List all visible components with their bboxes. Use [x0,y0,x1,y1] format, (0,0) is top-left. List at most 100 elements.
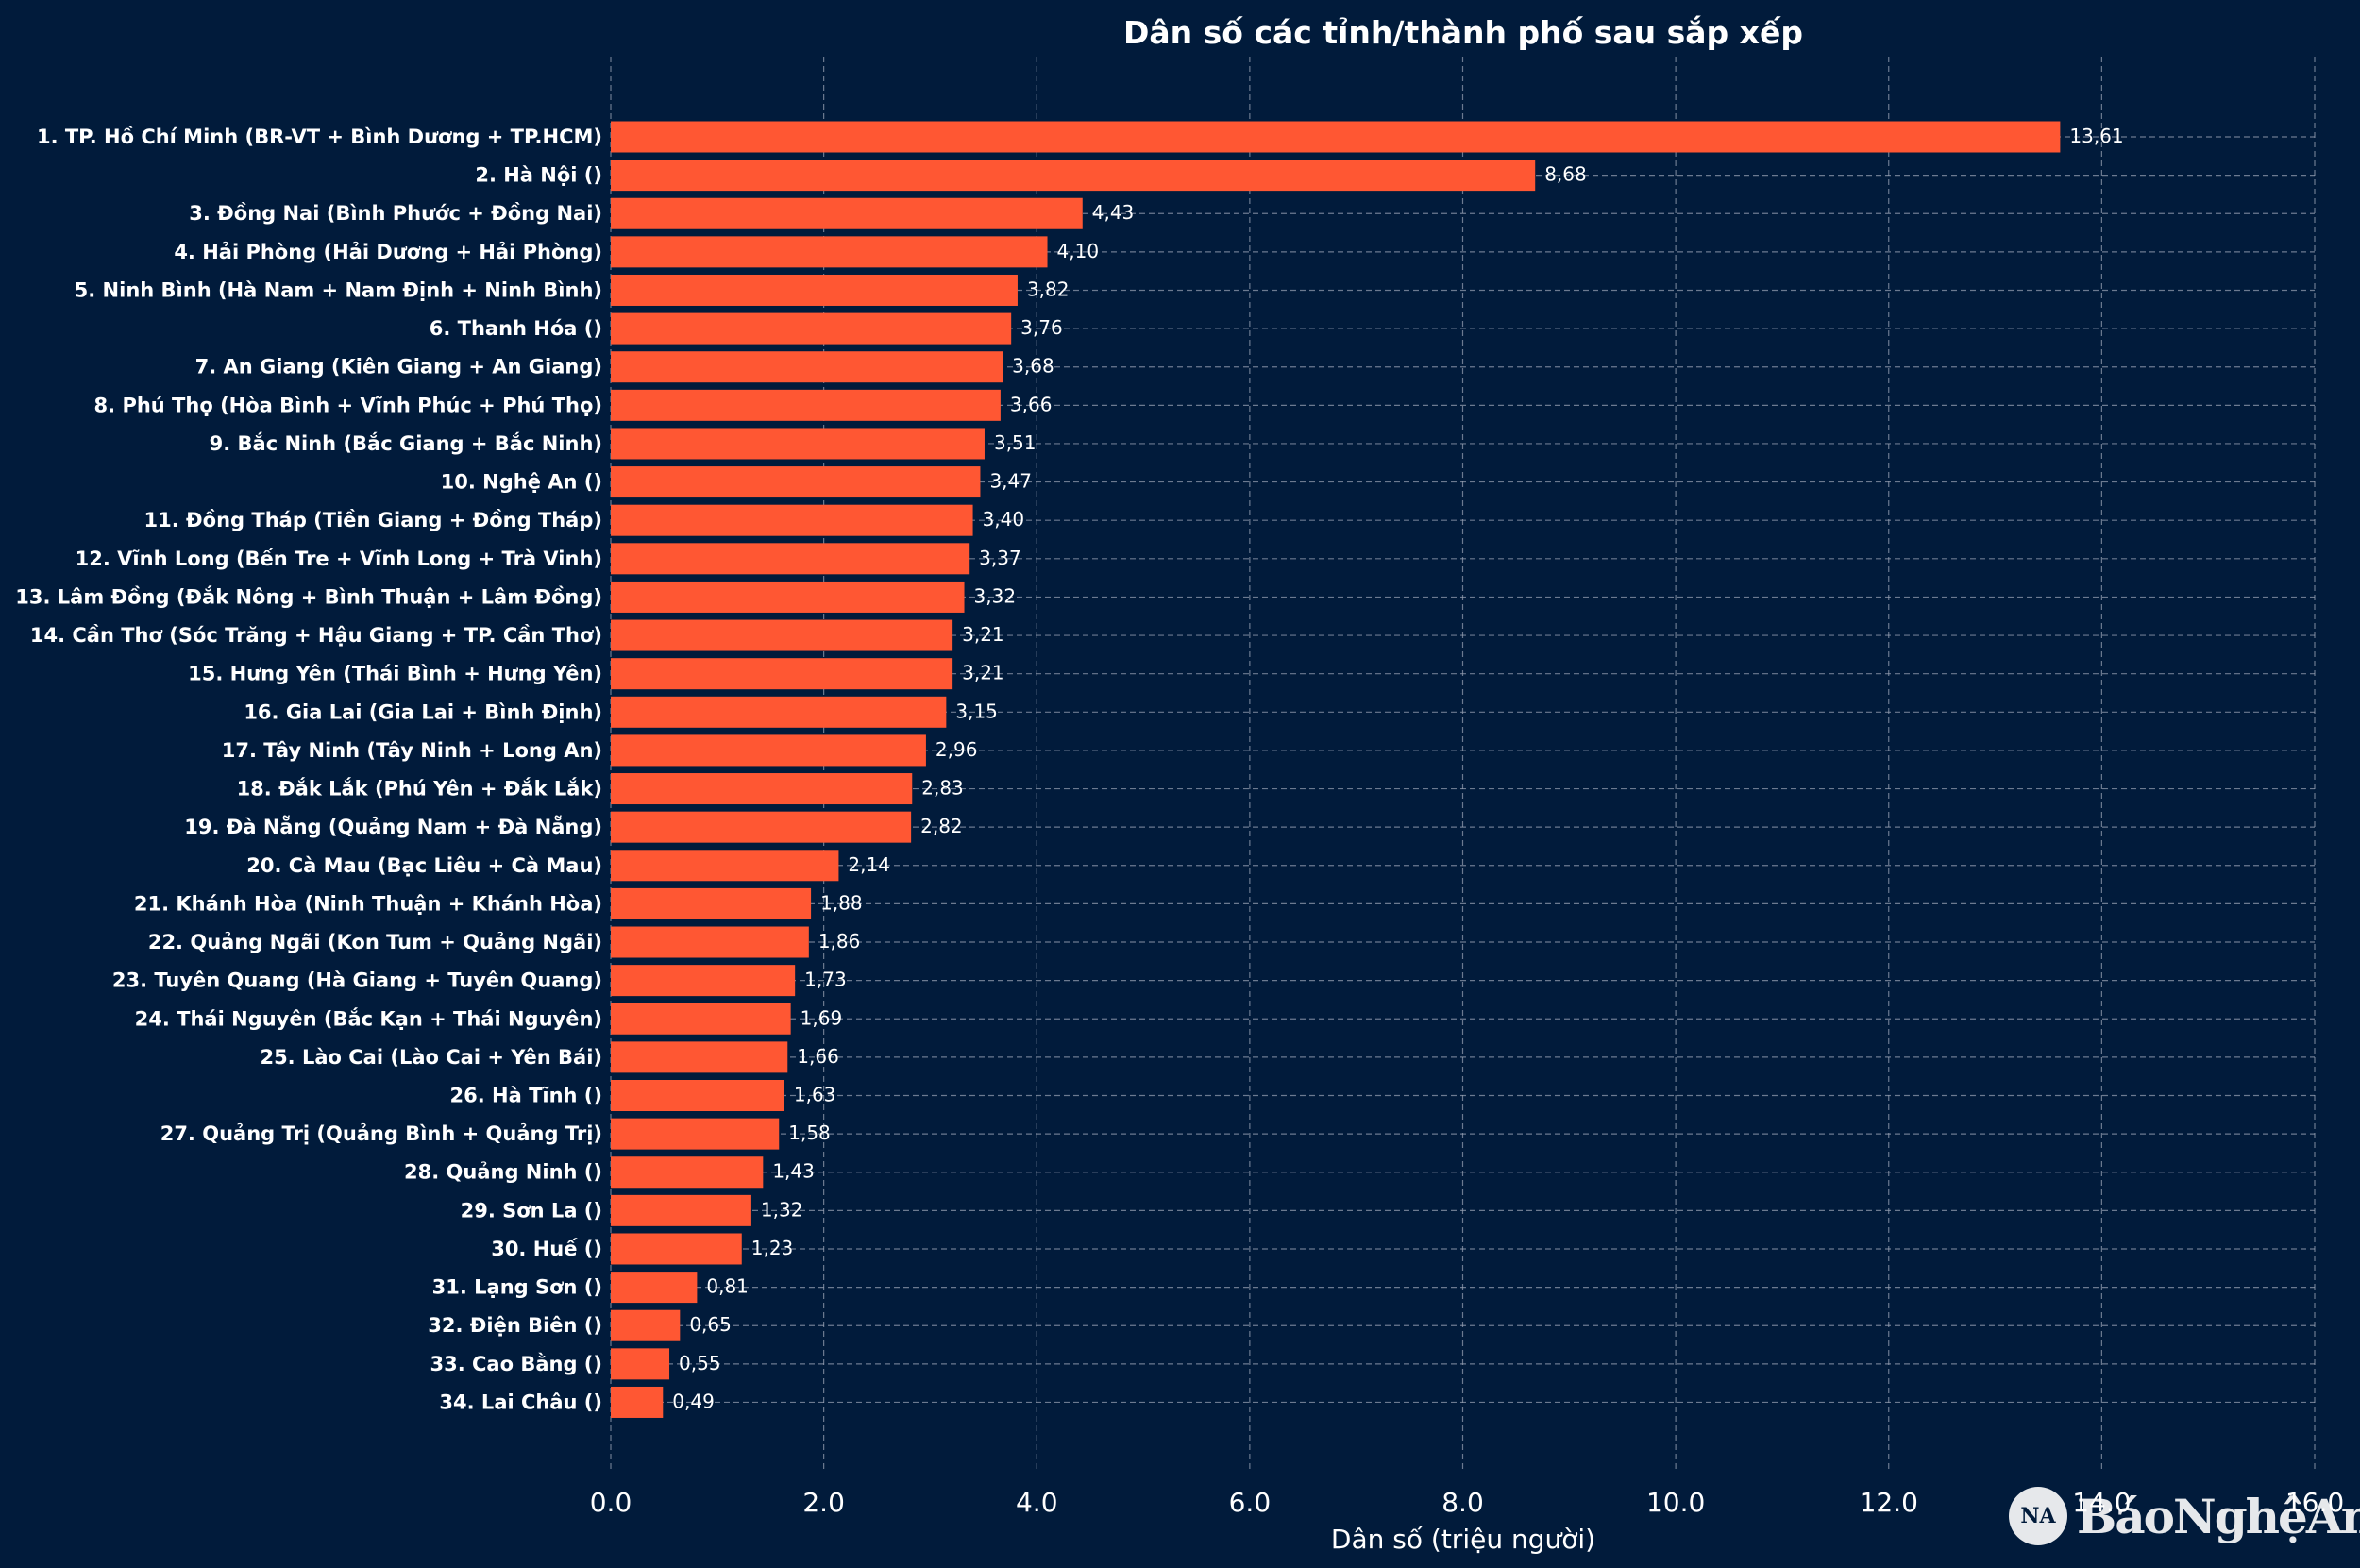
category-label: 32. Điện Biên () [428,1314,602,1337]
bar [611,121,2061,153]
value-label: 1,63 [794,1084,836,1106]
category-label: 29. Sơn La () [461,1199,602,1222]
value-label: 1,88 [820,891,863,914]
category-label: 13. Lâm Đồng (Đắk Nông + Bình Thuận + Lâ… [15,584,602,608]
value-label: 3,82 [1027,278,1070,300]
bar [611,428,985,460]
bar [611,1194,751,1226]
category-label: 34. Lai Châu () [439,1391,602,1413]
category-label: 20. Cà Mau (Bạc Liêu + Cà Mau) [246,854,602,877]
bar [611,197,1083,229]
category-label: 17. Tây Ninh (Tây Ninh + Long An) [222,739,602,762]
category-label: 19. Đà Nẵng (Quảng Nam + Đà Nẵng) [184,815,602,838]
value-label: 1,43 [772,1160,815,1183]
value-label: 3,21 [962,662,1004,684]
x-tick-label: 2.0 [802,1487,845,1518]
value-label: 3,40 [983,508,1025,531]
category-label: 33. Cao Bằng () [430,1352,603,1375]
bar [611,926,809,958]
value-label: 1,73 [804,969,847,991]
bar [611,619,953,651]
x-tick-label: 14.0 [2072,1487,2131,1518]
category-labels: 1. TP. Hồ Chí Minh (BR-VT + Bình Dương +… [15,126,602,1413]
value-label: 3,21 [962,623,1004,646]
value-label: 3,32 [974,584,1017,607]
bar [611,658,953,690]
bar [611,1156,764,1189]
bar [611,734,926,767]
value-label: 3,15 [955,700,998,722]
bar [611,543,970,575]
x-tick-label: 8.0 [1441,1487,1484,1518]
value-label: 13,61 [2069,125,2123,147]
bar [611,236,1048,268]
bar [611,466,981,498]
value-label: 1,69 [801,1006,843,1029]
value-label: 3,37 [979,547,1021,569]
value-label: 1,32 [761,1198,803,1221]
watermark-text: BáoNghệAn [2077,1488,2360,1544]
value-label: 3,76 [1020,316,1063,339]
category-label: 30. Huế () [491,1238,602,1260]
value-label: 0,65 [689,1313,732,1336]
value-label: 0,81 [706,1275,749,1298]
bar [611,1386,664,1418]
x-tick-label: 0.0 [590,1487,632,1518]
x-tick-label: 6.0 [1229,1487,1272,1518]
bar [611,274,1018,306]
value-label: 0,55 [679,1352,721,1374]
value-label: 3,68 [1012,355,1054,378]
bar [611,1348,670,1380]
category-label: 15. Hưng Yên (Thái Bình + Hưng Yên) [188,663,602,685]
bar [611,811,912,843]
bar [611,887,812,919]
category-label: 9. Bắc Ninh (Bắc Giang + Bắc Ninh) [210,431,602,455]
x-tick-label: 10.0 [1646,1487,1705,1518]
bar [611,1080,784,1111]
x-tick-label: 16.0 [2285,1487,2344,1518]
newspaper-logo-icon: NA [2009,1487,2067,1545]
chart-title: Dân số các tỉnh/thành phố sau sắp xếp [1123,14,1803,51]
category-label: 22. Quảng Ngãi (Kon Tum + Quảng Ngãi) [148,931,602,953]
category-label: 25. Lào Cai (Lào Cai + Yên Bái) [260,1046,602,1069]
bar [611,1003,791,1035]
value-label: 4,43 [1092,201,1135,224]
x-axis-label: Dân số (triệu người) [1331,1524,1595,1555]
category-label: 8. Phú Thọ (Hòa Bình + Vĩnh Phúc + Phú T… [94,394,602,416]
bar [611,504,973,536]
value-label: 4,10 [1057,240,1100,262]
value-label: 2,83 [921,777,964,800]
value-label: 3,47 [989,470,1032,493]
bar [611,1041,788,1073]
bar [611,389,1001,421]
value-label: 8,68 [1544,163,1587,186]
bar [611,1309,681,1341]
watermark: NA BáoNghệAn [2009,1480,2360,1552]
value-label: 0,49 [672,1390,715,1412]
category-label: 18. Đắk Lắk (Phú Yên + Đắk Lắk) [237,777,602,801]
category-label: 5. Ninh Bình (Hà Nam + Nam Định + Ninh B… [75,278,602,301]
bar [611,965,796,997]
bar [611,351,1003,383]
category-label: 26. Hà Tĩnh () [450,1085,603,1107]
category-label: 16. Gia Lai (Gia Lai + Bình Định) [244,700,602,723]
value-label: 2,82 [920,815,963,837]
bar [611,581,965,613]
category-label: 28. Quảng Ninh () [404,1161,602,1184]
category-label: 3. Đồng Nai (Bình Phước + Đồng Nai) [189,202,602,225]
category-label: 11. Đồng Tháp (Tiền Giang + Đồng Tháp) [144,509,602,531]
value-label: 1,23 [751,1237,794,1259]
bars [611,121,2061,1418]
category-label: 10. Nghệ An () [441,471,602,494]
bar [611,160,1536,192]
category-label: 23. Tuyên Quang (Hà Giang + Tuyên Quang) [112,969,602,992]
category-label: 4. Hải Phòng (Hải Dương + Hải Phòng) [174,241,602,263]
value-labels: 13,61 8,68 4,43 4,10 3,82 3,76 3,68 3,66 3,51 3,4… [672,125,2123,1412]
bar [611,773,913,805]
category-label: 12. Vĩnh Long (Bến Tre + Vĩnh Long + Trà… [76,548,602,570]
x-tick-label: 4.0 [1016,1487,1058,1518]
category-label: 21. Khánh Hòa (Ninh Thuận + Khánh Hòa) [134,892,602,915]
value-label: 1,58 [788,1121,831,1144]
category-label: 31. Lạng Sơn () [432,1276,602,1299]
